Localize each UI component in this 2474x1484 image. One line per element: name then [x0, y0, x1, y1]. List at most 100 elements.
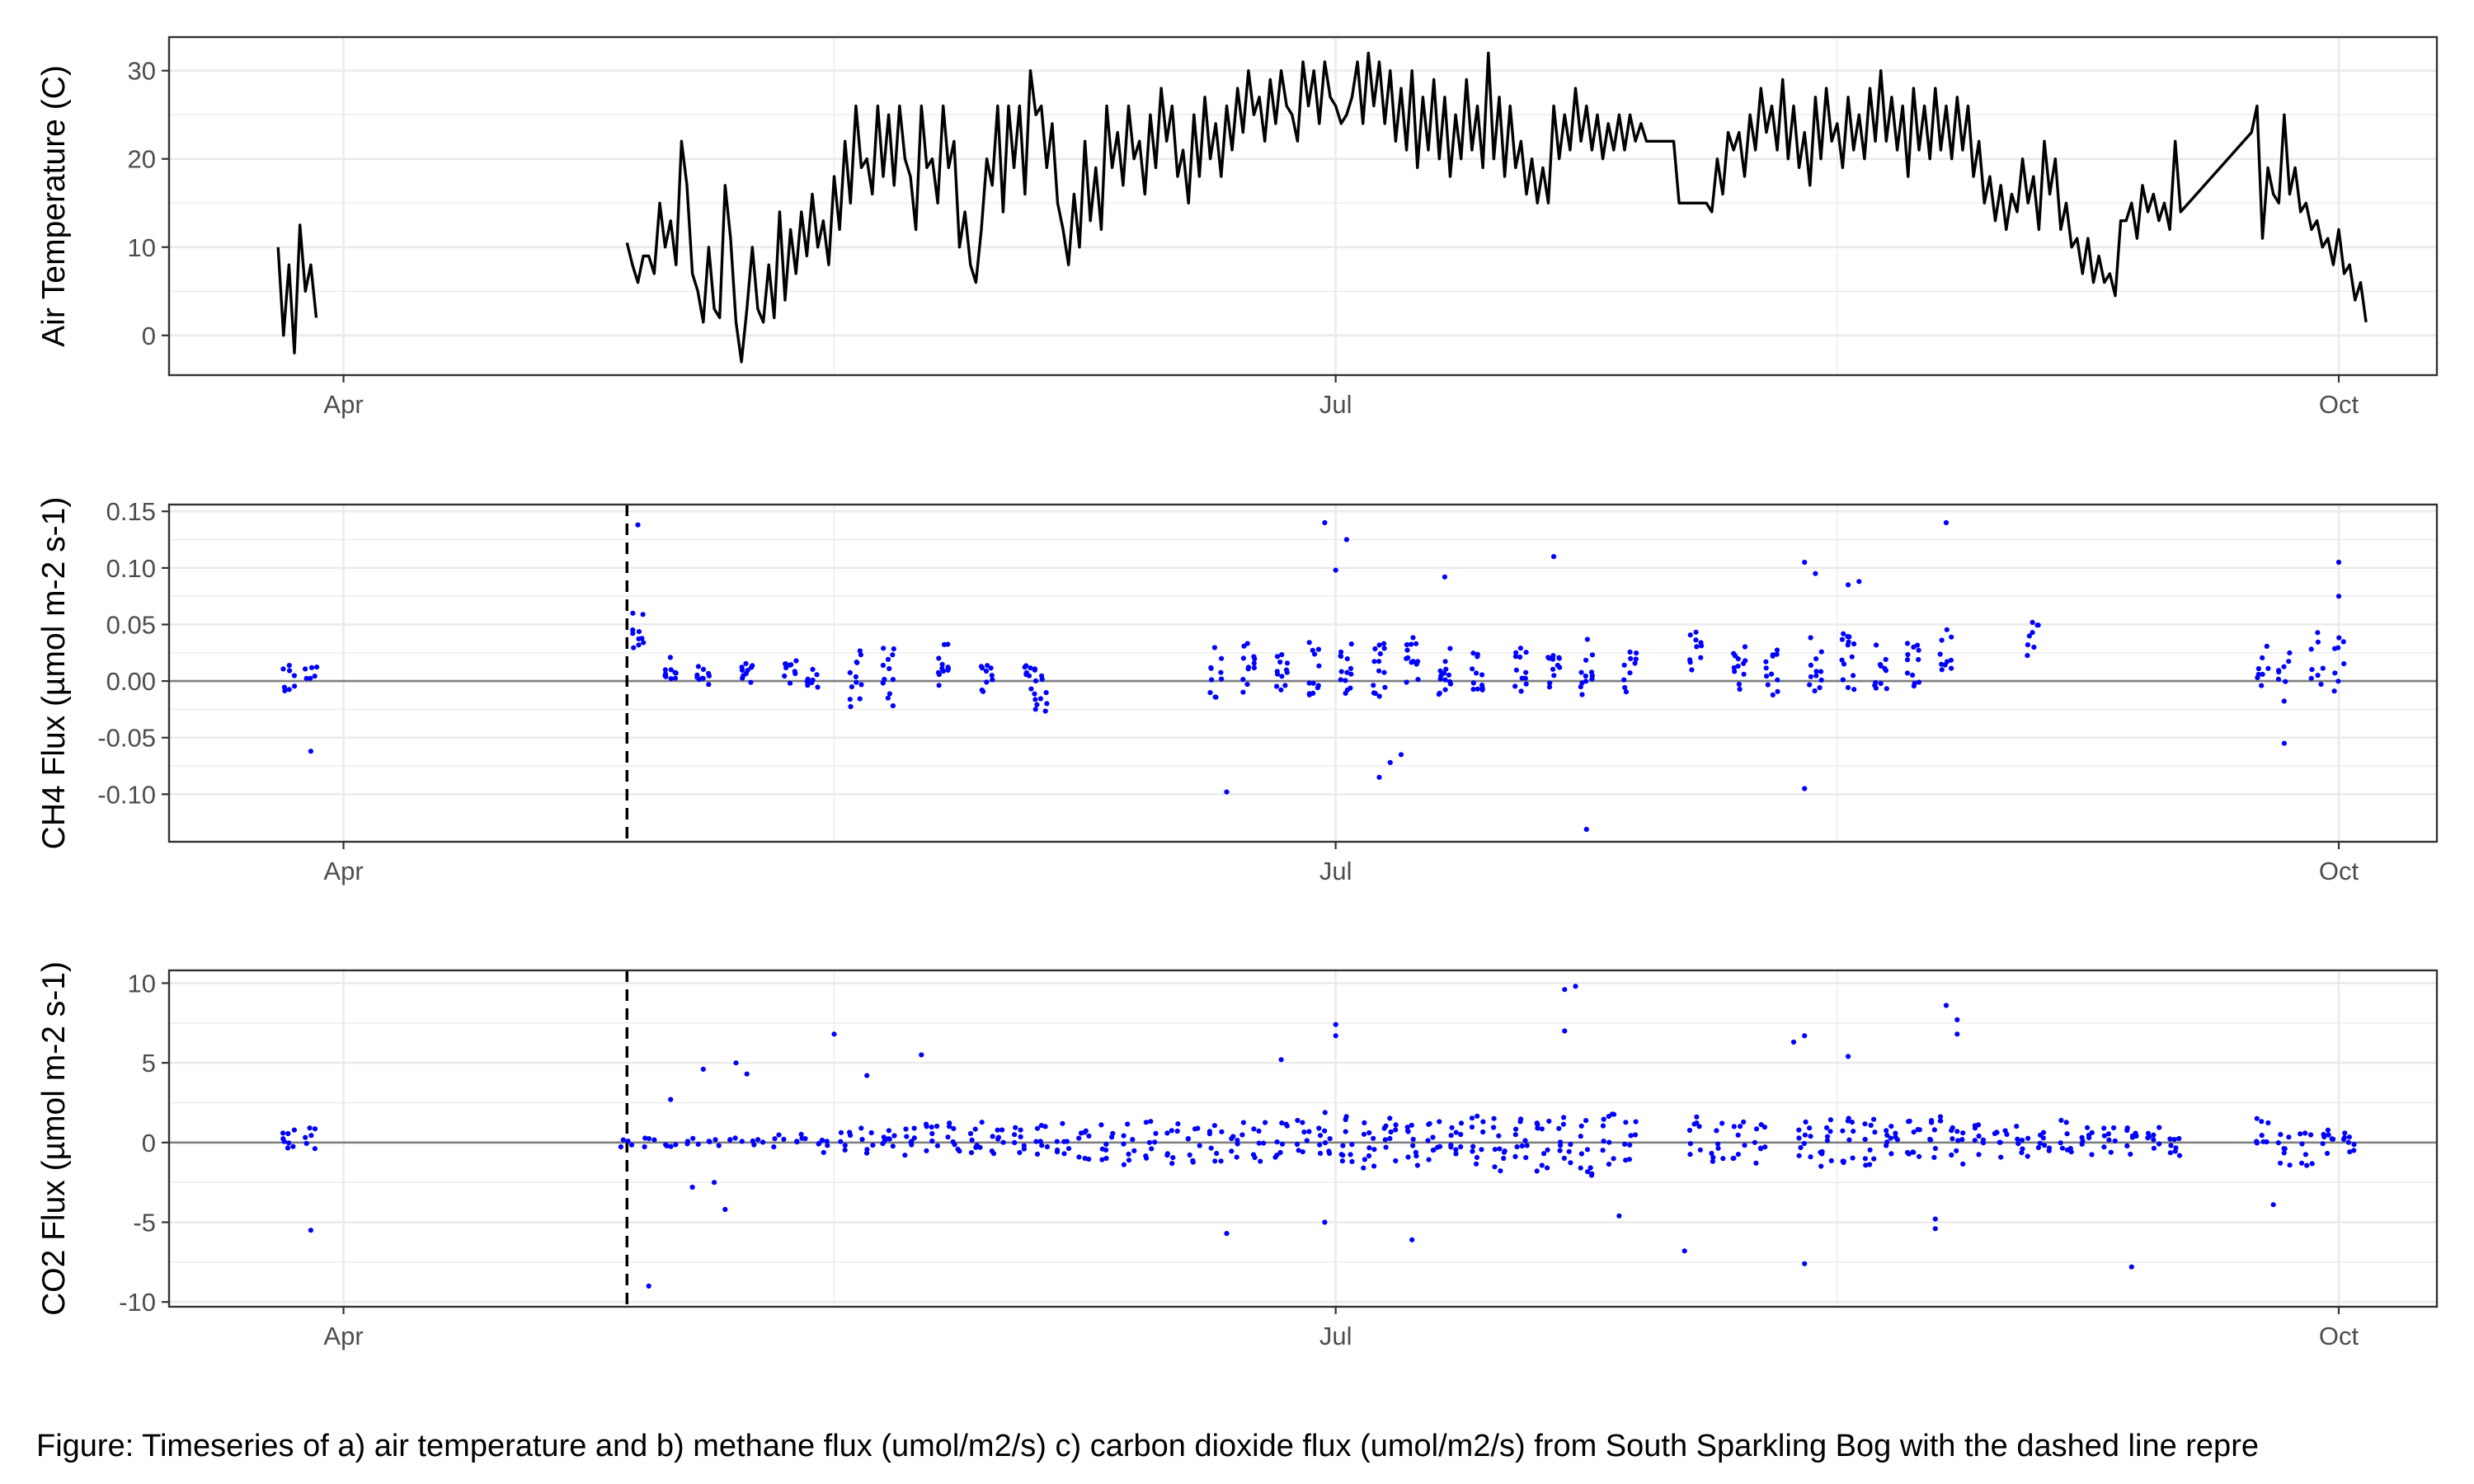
flux-point — [1413, 1149, 1418, 1155]
flux-point — [1845, 642, 1851, 648]
flux-point — [2172, 1148, 2178, 1154]
flux-point — [1888, 1135, 1893, 1141]
flux-point — [1939, 667, 1945, 673]
flux-point — [700, 1066, 706, 1072]
flux-point — [1774, 651, 1780, 657]
flux-point — [286, 1140, 292, 1146]
flux-point — [911, 1135, 917, 1141]
flux-point — [1790, 1039, 1797, 1045]
flux-point — [1437, 676, 1443, 682]
flux-point — [1719, 1120, 1725, 1126]
flux-point — [2025, 653, 2030, 659]
flux-point — [1587, 1165, 1593, 1171]
flux-point — [1218, 1158, 1224, 1164]
flux-point — [1827, 1117, 1833, 1123]
flux-point — [2101, 1144, 2107, 1150]
flux-point — [1954, 1031, 1960, 1037]
flux-point — [1512, 1153, 1518, 1159]
flux-point — [1322, 1219, 1328, 1225]
flux-point — [1387, 1115, 1393, 1121]
flux-point — [1943, 1003, 1950, 1008]
flux-point — [1808, 635, 1813, 641]
flux-point — [988, 665, 994, 671]
flux-point — [891, 1133, 897, 1139]
flux-point — [1316, 1125, 1322, 1131]
flux-point — [810, 666, 816, 673]
flux-point — [1568, 1142, 1573, 1148]
flux-point — [1633, 1119, 1639, 1125]
flux-point — [1340, 1143, 1346, 1148]
flux-point — [646, 1283, 651, 1289]
flux-point — [308, 665, 315, 670]
flux-point — [1039, 673, 1045, 679]
flux-point — [2331, 688, 2337, 694]
flux-point — [1409, 1122, 1414, 1128]
flux-point — [1693, 637, 1699, 643]
flux-point — [1344, 669, 1350, 675]
flux-point — [1212, 1158, 1218, 1164]
flux-point — [1470, 687, 1476, 693]
flux-point — [1862, 1136, 1868, 1143]
flux-point — [1954, 1017, 1960, 1022]
flux-point — [990, 1151, 997, 1157]
flux-point — [857, 696, 863, 702]
flux-point — [1018, 1127, 1023, 1133]
flux-point — [974, 1143, 980, 1148]
flux-point — [280, 666, 286, 672]
flux-point — [847, 697, 853, 702]
flux-point — [1911, 644, 1917, 650]
flux-point — [1710, 1154, 1716, 1161]
flux-point — [2037, 1140, 2043, 1146]
flux-point — [1404, 641, 1410, 648]
flux-point — [2128, 1151, 2133, 1158]
flux-point — [1960, 1161, 1966, 1167]
flux-point — [902, 1153, 908, 1158]
flux-point — [980, 665, 985, 671]
flux-point — [798, 1131, 804, 1137]
flux-point — [1251, 1126, 1257, 1132]
flux-point — [858, 1125, 864, 1131]
flux-point — [2019, 1137, 2025, 1144]
flux-point — [788, 662, 794, 668]
flux-point — [1738, 1124, 1743, 1129]
flux-point — [1720, 1156, 1726, 1162]
flux-point — [1469, 1125, 1475, 1130]
figure-caption: Figure: Timeseries of a) air temperature… — [36, 1429, 2259, 1463]
flux-point — [1931, 1127, 1937, 1133]
flux-point — [642, 1144, 647, 1150]
flux-point — [1361, 1131, 1367, 1137]
flux-point — [1905, 651, 1911, 658]
flux-point — [2025, 642, 2030, 648]
flux-point — [793, 658, 799, 664]
flux-point — [1753, 1126, 1760, 1132]
flux-point — [2004, 1131, 2010, 1137]
flux-point — [809, 679, 815, 686]
flux-point — [936, 683, 942, 688]
flux-point — [1606, 1162, 1612, 1167]
flux-point — [1234, 1154, 1239, 1160]
flux-point — [1931, 1154, 1937, 1160]
flux-point — [1518, 1116, 1524, 1122]
flux-point — [280, 1136, 286, 1142]
flux-point — [979, 687, 985, 693]
flux-point — [1214, 1150, 1220, 1157]
flux-point — [1948, 657, 1954, 663]
flux-point — [2167, 1136, 2173, 1142]
flux-point — [783, 661, 789, 667]
flux-point — [2351, 1148, 2357, 1153]
flux-point — [2283, 679, 2288, 684]
flux-point — [1348, 641, 1354, 647]
flux-point — [2167, 1150, 2173, 1156]
flux-point — [792, 669, 797, 674]
flux-point — [1851, 641, 1857, 647]
flux-point — [1061, 1151, 1067, 1157]
flux-point — [1343, 1129, 1348, 1134]
flux-point — [1583, 657, 1589, 663]
flux-point — [1589, 652, 1596, 658]
flux-point — [1710, 1158, 1715, 1164]
air-temperature-panel: 0 10 20 30 Apr Jul Oct Air Temperature (C) — [36, 35, 2439, 419]
flux-point — [1398, 752, 1404, 758]
flux-point — [1169, 1161, 1175, 1167]
flux-point — [1453, 1151, 1459, 1157]
flux-point — [821, 1149, 826, 1155]
